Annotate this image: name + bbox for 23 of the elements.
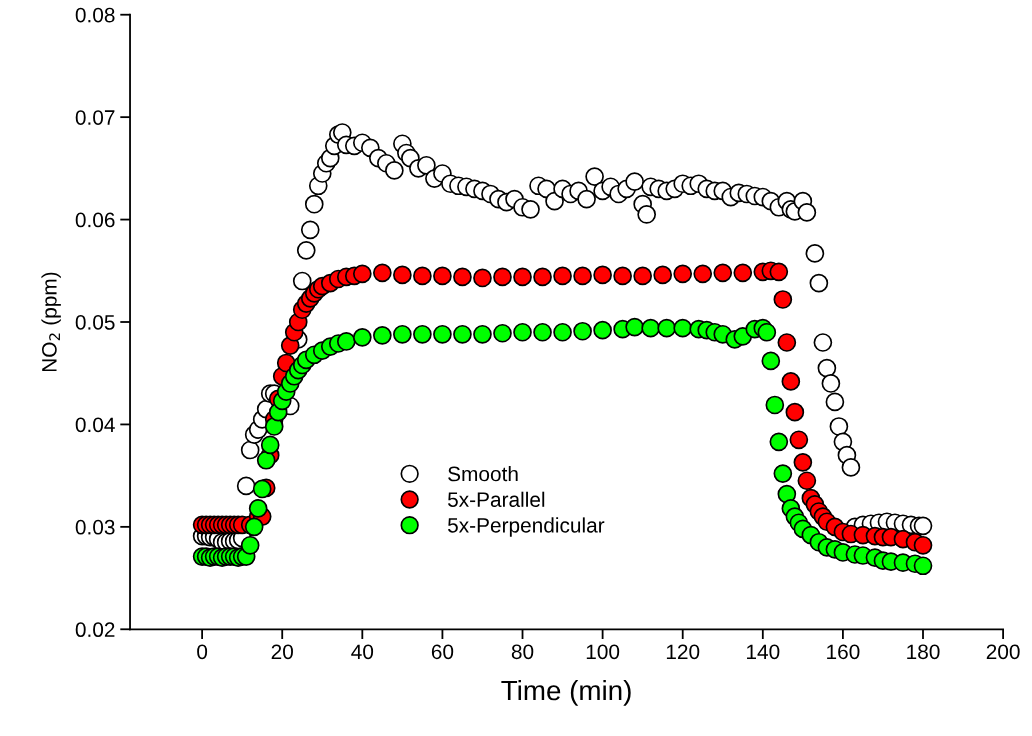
x-tick-label: 100 bbox=[586, 644, 620, 660]
legend-label: Smooth bbox=[448, 466, 518, 482]
x-tick-label: 120 bbox=[666, 644, 700, 660]
y-tick-label: 0.07 bbox=[75, 110, 115, 125]
x-tick-label: 60 bbox=[431, 644, 454, 660]
x-axis-title: Time (min) bbox=[501, 679, 631, 706]
y-tick-label: 0.03 bbox=[75, 519, 115, 535]
x-tick-label: 40 bbox=[351, 644, 374, 660]
y-tick-label: 0.02 bbox=[75, 622, 115, 638]
legend-label: 5x-Parallel bbox=[447, 491, 545, 507]
x-tick-label: 140 bbox=[747, 644, 780, 660]
x-tick-label: 160 bbox=[827, 644, 860, 660]
x-tick-label: 0 bbox=[197, 644, 208, 660]
x-tick-label: 200 bbox=[986, 644, 1020, 660]
y-tick-label: 0.05 bbox=[75, 315, 115, 330]
y-tick-label: 0.08 bbox=[75, 7, 115, 23]
legend-label: 5x-Perpendicular bbox=[447, 517, 605, 537]
x-tick-label: 20 bbox=[271, 644, 293, 660]
y-tick-label: 0.04 bbox=[75, 417, 115, 433]
y-axis-title: NO$_{2}$ (ppm) bbox=[41, 272, 61, 372]
x-tick-label: 180 bbox=[907, 644, 940, 660]
y-tick-label: 0.06 bbox=[75, 212, 115, 228]
x-tick-label: 80 bbox=[511, 644, 534, 660]
